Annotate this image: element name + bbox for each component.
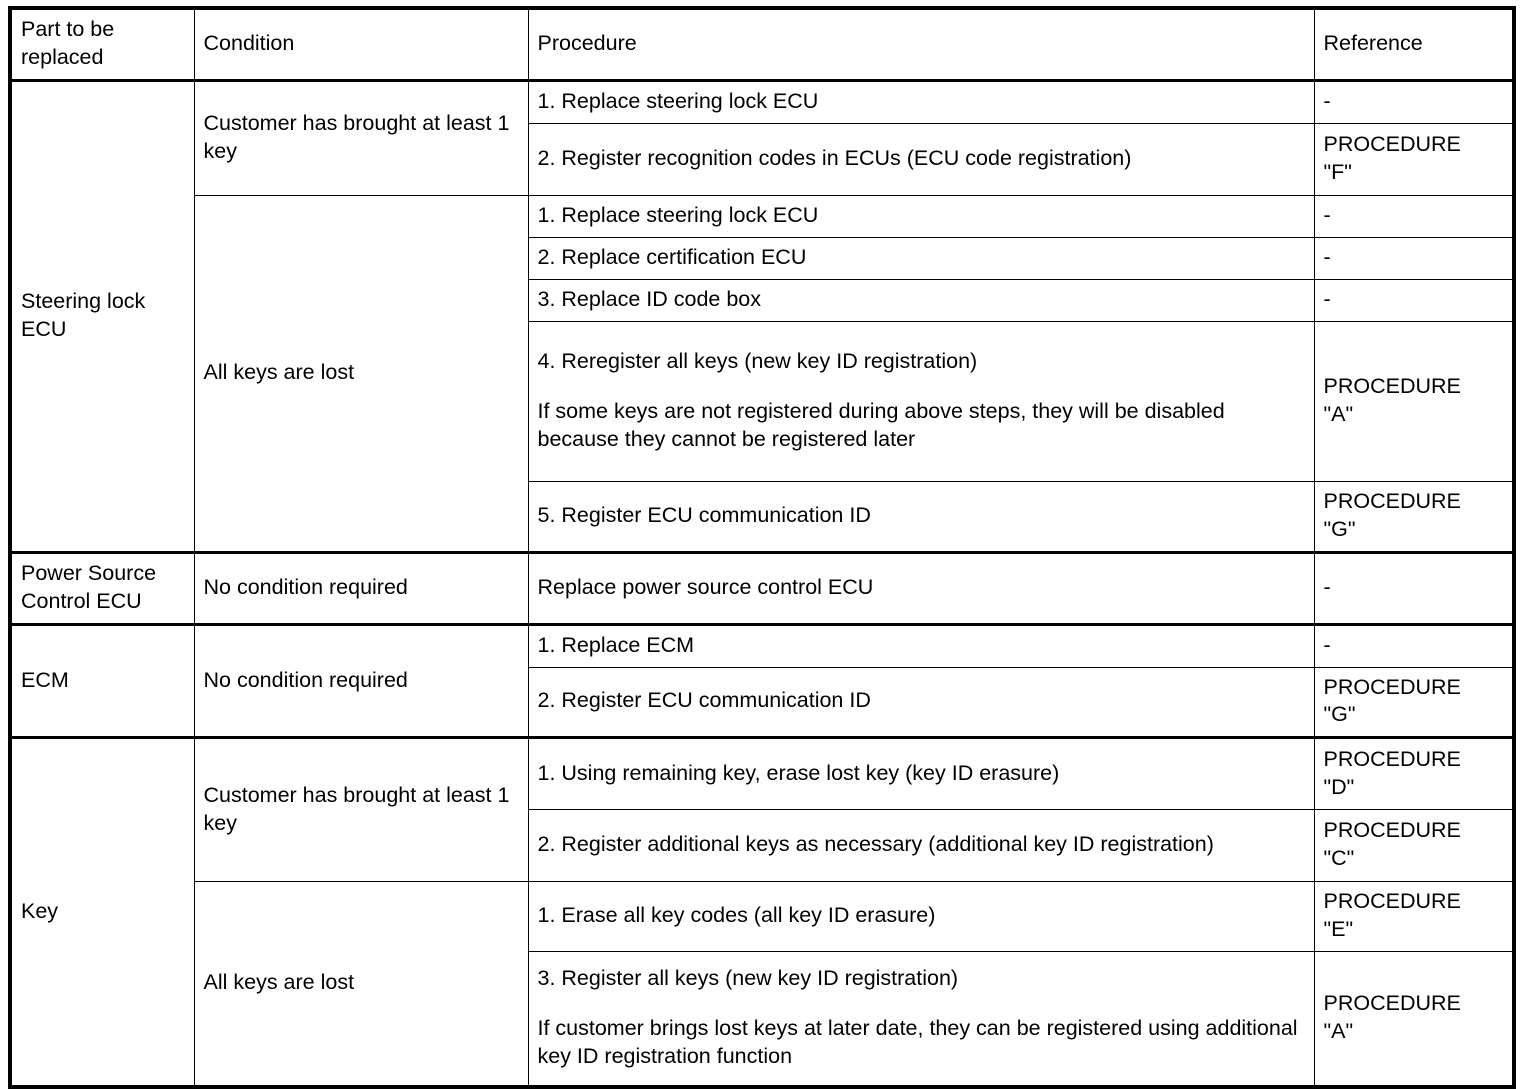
table-row: Key Customer has brought at least 1 key 1.… (9, 736, 1515, 1088)
reference-line-primary: - (1323, 88, 1331, 113)
reference-cell: PROCEDURE "A" (1313, 951, 1515, 1088)
reference-cell: PROCEDURE "F" (1313, 122, 1515, 196)
table-row: Steering lock ECU Customer has brought at… (9, 78, 1515, 553)
reference-line-primary: - (1323, 286, 1331, 311)
procedure-cell: 3. Replace ID code box (527, 278, 1315, 322)
reference-line-primary: - (1323, 244, 1331, 269)
reference-line-primary: - (1323, 202, 1331, 227)
table-row: 2. Register ECU communication ID PROCEDUR… (10, 666, 1515, 739)
reference-line-primary: - (1323, 574, 1331, 599)
table-row: Power Source Control ECU No condition req… (9, 550, 1515, 625)
reference-line-primary: PROCEDURE (1323, 889, 1461, 914)
procedure-cell: 3. Register all keys (new key ID registr… (527, 951, 1315, 1088)
reference-cell: - (1313, 236, 1515, 280)
table-header: Part to be replaced Condition Procedure … (9, 7, 1515, 81)
reference-line-primary: PROCEDURE (1323, 488, 1461, 513)
condition-cell: All keys are lost (193, 881, 529, 1088)
reference-cell: - (1313, 194, 1515, 238)
part-name-cell: Key (9, 736, 195, 1088)
reference-cell: - (1313, 78, 1515, 124)
procedure-cell: 4. Reregister all keys (new key ID regis… (527, 320, 1315, 482)
procedure-step-text: 3. Register all keys (new key ID registr… (537, 966, 959, 991)
condition-cell: No condition required (193, 550, 529, 625)
procedure-step-text: Replace power source control ECU (537, 574, 874, 599)
reference-line-primary: - (1323, 632, 1331, 657)
reference-cell: - (1313, 550, 1515, 625)
table-row: 2. Register additional keys as necessary… (10, 809, 1515, 883)
table-row: All keys are lost 1. Replace steering loc… (10, 194, 1515, 553)
reference-line-secondary: "C" (1323, 846, 1355, 871)
reference-cell: PROCEDURE "A" (1313, 320, 1515, 482)
reference-cell: PROCEDURE "G" (1313, 480, 1515, 553)
reference-line-secondary: "D" (1323, 774, 1355, 799)
column-header-condition: Condition (193, 7, 529, 81)
procedure-cell: 1. Replace steering lock ECU (527, 78, 1315, 124)
table-row: ECM No condition required 1. Replace ECM - (9, 622, 1515, 739)
procedure-cell: 1. Replace steering lock ECU (527, 194, 1315, 238)
procedure-cell: 1. Erase all key codes (all key ID erasu… (527, 881, 1315, 953)
procedure-step-text: 2. Replace certification ECU (537, 244, 807, 269)
table-row: All keys are lost 1. Erase all key codes … (10, 881, 1515, 1088)
table-row: 5. Register ECU communication ID PROCEDUR… (10, 480, 1515, 553)
procedure-step-text: 1. Erase all key codes (all key ID erasu… (537, 903, 936, 928)
part-name-cell: Steering lock ECU (9, 78, 195, 553)
part-replacement-procedure-table: Part to be replaced Condition Procedure … (8, 6, 1516, 1089)
procedure-cell: 2. Replace certification ECU (527, 236, 1315, 280)
reference-line-secondary: "G" (1323, 702, 1356, 727)
reference-cell: PROCEDURE "C" (1313, 809, 1515, 883)
procedure-step-text: 1. Using remaining key, erase lost key (… (537, 760, 1060, 785)
procedure-cell: 2. Register ECU communication ID (527, 666, 1315, 739)
reference-line-primary: PROCEDURE (1323, 674, 1461, 699)
procedure-step-text: 5. Register ECU communication ID (537, 502, 871, 527)
reference-line-secondary: "F" (1323, 159, 1352, 184)
procedure-step-text: 2. Register ECU communication ID (537, 688, 871, 713)
header-row: Part to be replaced Condition Procedure … (9, 7, 1515, 81)
part-name-cell: Power Source Control ECU (9, 550, 195, 625)
reference-cell: PROCEDURE "E" (1313, 881, 1515, 953)
procedure-cell: Replace power source control ECU (527, 550, 1315, 625)
reference-line-primary: PROCEDURE (1323, 131, 1461, 156)
reference-cell: PROCEDURE "D" (1313, 736, 1515, 811)
reference-line-primary: PROCEDURE (1323, 818, 1461, 843)
procedure-cell: 2. Register additional keys as necessary… (527, 809, 1315, 883)
table-row: 4. Reregister all keys (new key ID regis… (10, 320, 1515, 482)
procedure-step-text: 1. Replace steering lock ECU (537, 202, 819, 227)
reference-line-primary: PROCEDURE (1323, 746, 1461, 771)
procedure-step-text: 2. Register recognition codes in ECUs (E… (537, 145, 1132, 170)
procedure-step-text: 2. Register additional keys as necessary… (537, 832, 1214, 857)
procedure-cell: 2. Register recognition codes in ECUs (E… (527, 122, 1315, 196)
column-header-reference: Reference (1313, 7, 1515, 81)
condition-cell: Customer has brought at least 1 key (193, 78, 529, 196)
procedure-step-text: 4. Reregister all keys (new key ID regis… (537, 348, 978, 373)
reference-cell: PROCEDURE "G" (1313, 666, 1515, 739)
column-header-procedure: Procedure (527, 7, 1315, 81)
condition-cell: Customer has brought at least 1 key (193, 736, 529, 883)
procedure-cell: 1. Replace ECM (527, 622, 1315, 668)
procedure-cell: 5. Register ECU communication ID (527, 480, 1315, 553)
reference-line-primary: PROCEDURE (1323, 991, 1461, 1016)
reference-cell: - (1313, 278, 1515, 322)
procedure-note-text: If customer brings lost keys at later da… (537, 1016, 1298, 1068)
reference-line-primary: PROCEDURE (1323, 373, 1461, 398)
reference-line-secondary: "E" (1323, 917, 1354, 942)
table-body: Steering lock ECU Customer has brought at… (9, 78, 1515, 1088)
procedure-cell: 1. Using remaining key, erase lost key (… (527, 736, 1315, 811)
procedure-step-text: 3. Replace ID code box (537, 286, 762, 311)
condition-cell: All keys are lost (193, 194, 529, 553)
part-name-cell: ECM (9, 622, 195, 739)
document-sheet: Part to be replaced Condition Procedure … (8, 6, 1516, 1089)
table-row: 2. Register recognition codes in ECUs (E… (10, 122, 1515, 196)
condition-cell: No condition required (193, 622, 529, 739)
table-row: 2. Replace certification ECU - (10, 236, 1515, 280)
procedure-step-text: 1. Replace steering lock ECU (537, 88, 819, 113)
reference-line-secondary: "A" (1323, 1019, 1354, 1043)
procedure-step-text: 1. Replace ECM (537, 632, 695, 657)
reference-cell: - (1313, 622, 1515, 668)
reference-line-secondary: "G" (1323, 516, 1356, 541)
procedure-note-text: If some keys are not registered during a… (537, 398, 1225, 451)
column-header-part: Part to be replaced (9, 7, 195, 81)
reference-line-secondary: "A" (1323, 401, 1354, 426)
